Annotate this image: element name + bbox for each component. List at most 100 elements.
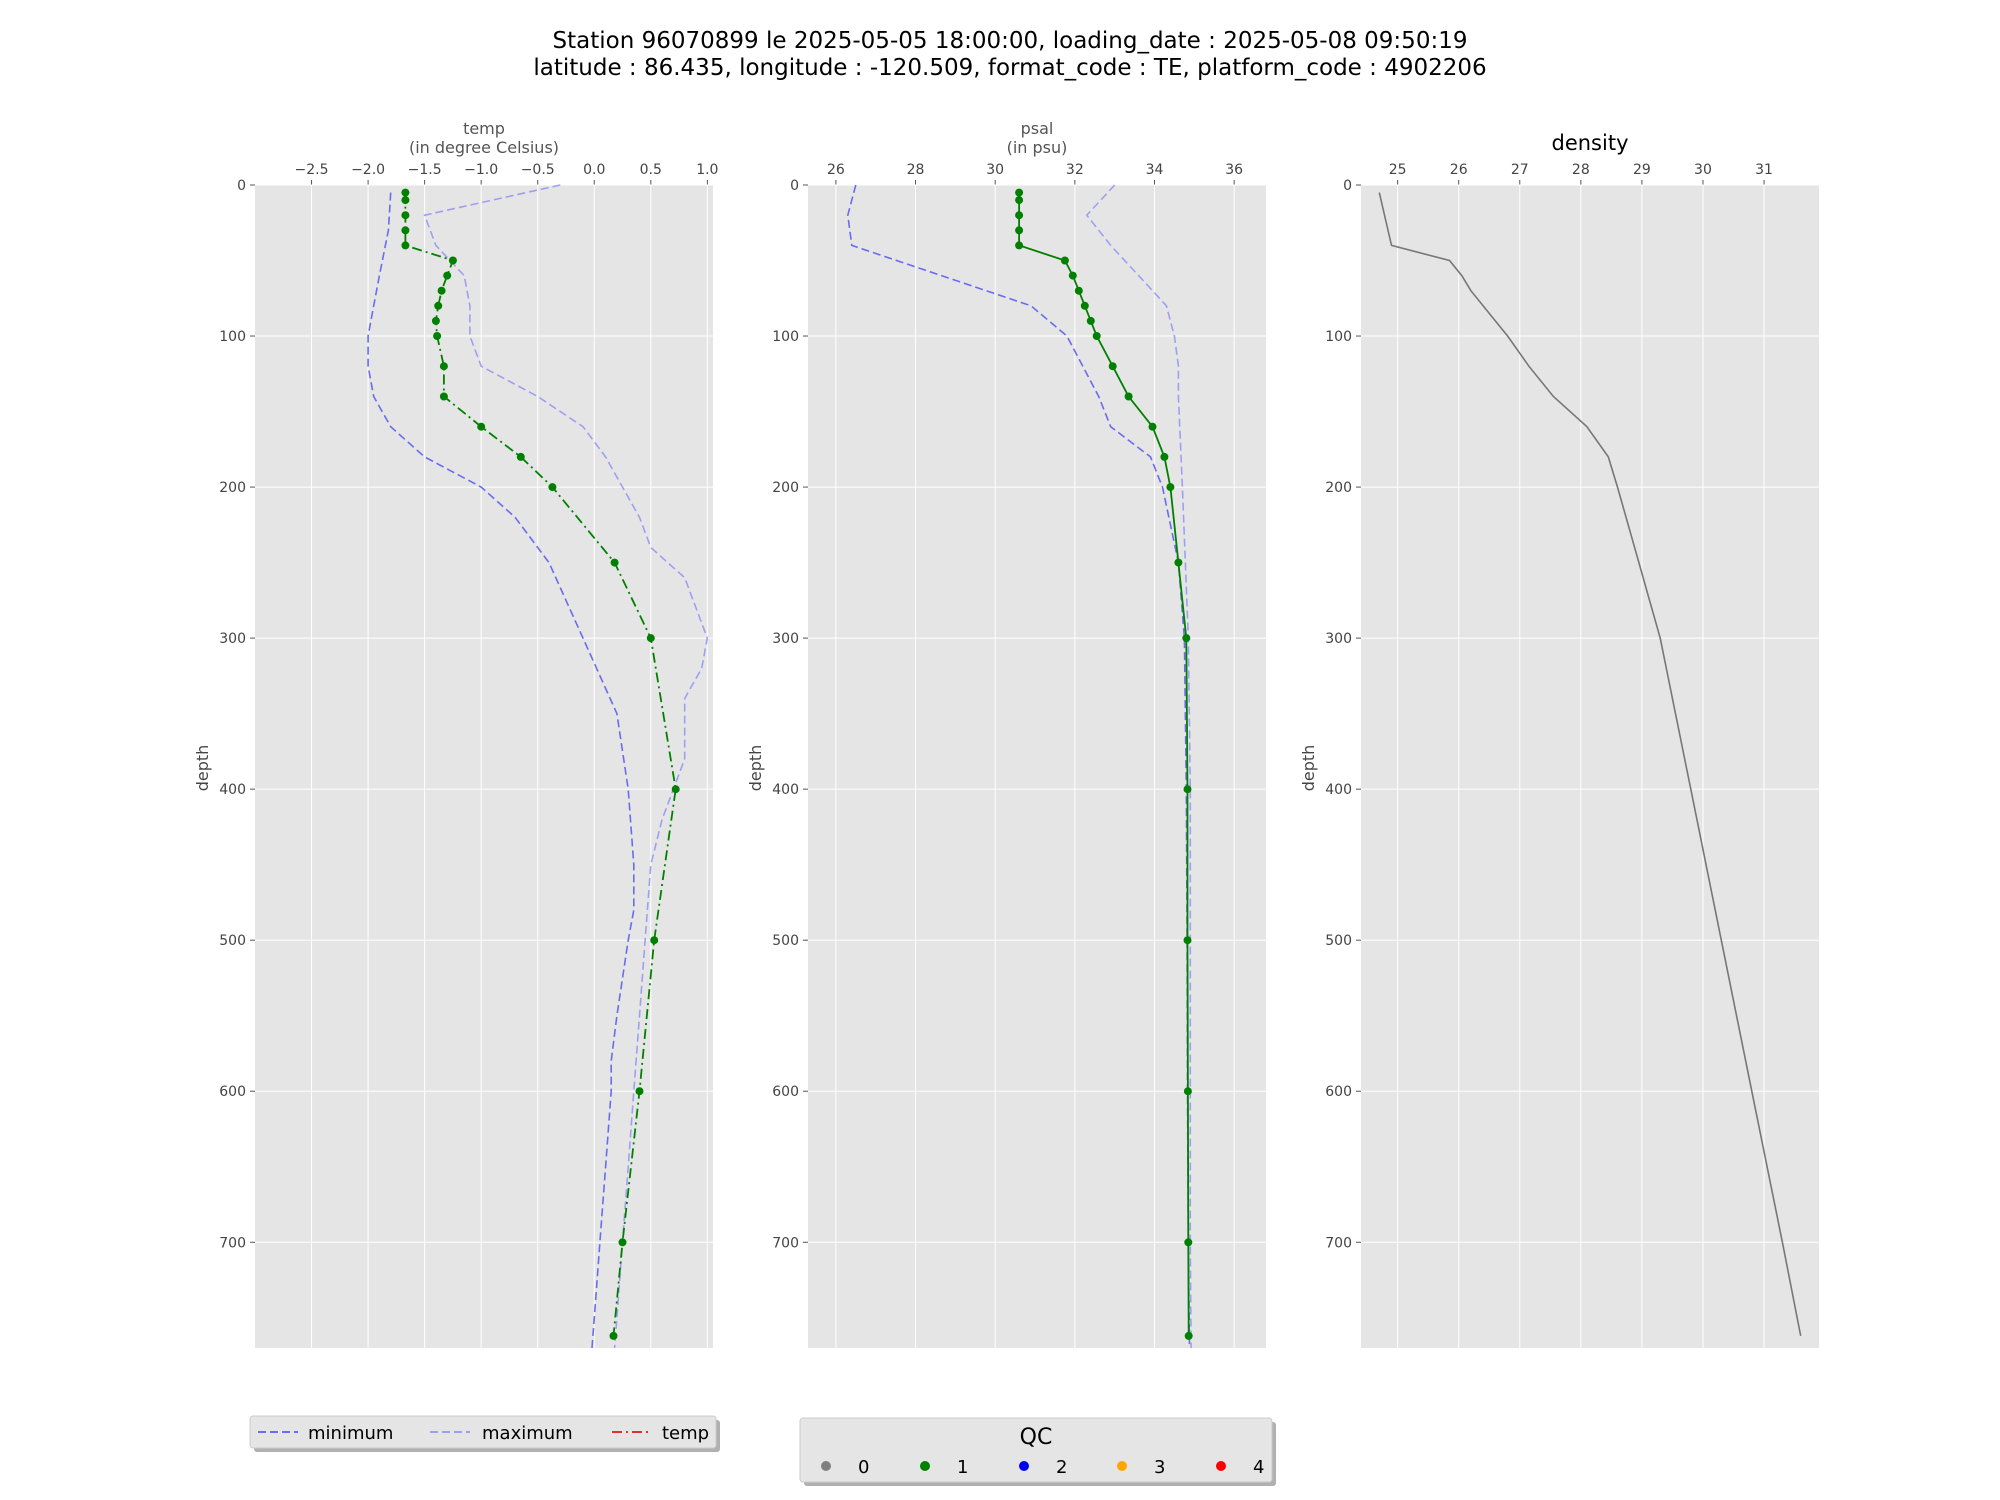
temp-temp-line: [404, 192, 677, 1336]
density-x-tick-label: 29: [1633, 162, 1651, 178]
psal-data-point: [1015, 241, 1024, 250]
temp-data-point: [635, 1087, 644, 1096]
density-panel-title: density: [1552, 131, 1629, 155]
legend-qc-box: [799, 1417, 1273, 1483]
psal-x-tick-label: 32: [1066, 162, 1084, 178]
legend-qc-1-marker: [920, 1461, 930, 1471]
psal-plot-area: [808, 185, 1266, 1348]
legend-qc-2-label: 2: [1056, 1457, 1067, 1478]
psal-data-point: [1184, 1331, 1193, 1340]
legend-qc-3-label: 3: [1154, 1457, 1165, 1478]
temp-data-point: [610, 558, 619, 567]
psal-data-point: [1183, 1087, 1192, 1096]
temp-y-tick-label: 200: [219, 480, 246, 496]
psal-data-point: [1092, 332, 1101, 340]
psal-data-point: [1060, 256, 1069, 265]
density-x-tick-label: 25: [1389, 162, 1407, 178]
psal-data-point: [1015, 196, 1024, 205]
temp-data-point: [401, 241, 410, 250]
legend-qc-4-marker: [1216, 1461, 1226, 1471]
psal-data-point: [1015, 188, 1024, 197]
density-x-tick-label: 28: [1572, 162, 1590, 178]
density-x-tick-label: 27: [1511, 162, 1529, 178]
temp-panel-ylabel: depth: [193, 745, 212, 792]
legend-left: minimum maximum temp: [249, 1415, 720, 1452]
psal-y-tick-label: 100: [772, 329, 799, 345]
temp-y-tick-label: 600: [219, 1084, 246, 1100]
temp-x-tick-label: 0.0: [583, 162, 605, 178]
psal-y-tick-label: 300: [772, 631, 799, 647]
legend-qc-1-label: 1: [957, 1457, 968, 1478]
psal-y-tick-label: 200: [772, 480, 799, 496]
legend-qc-4-label: 4: [1253, 1457, 1264, 1478]
figure-title-line2: latitude : 86.435, longitude : -120.509,…: [533, 55, 1486, 81]
psal-y-tick-label: 600: [772, 1084, 799, 1100]
temp-data-point: [437, 286, 446, 295]
psal-data-point: [1074, 286, 1083, 295]
legend-left-box: [249, 1415, 717, 1449]
density-y-tick-label: 0: [1343, 178, 1352, 194]
temp-data-point: [548, 483, 557, 492]
psal-data-point: [1015, 211, 1024, 220]
temp-minimum-line: [367, 192, 635, 1349]
density-panel: density depth 25 26 27 28 29 30 31 0 100 200 300 40…: [1299, 131, 1819, 1348]
temp-data-point: [439, 362, 448, 371]
density-plot-area: [1361, 185, 1819, 1348]
temp-maximum-line: [423, 184, 709, 1349]
psal-data-point: [1080, 301, 1089, 310]
psal-data-point: [1086, 316, 1095, 325]
psal-y-tick-label: 400: [772, 782, 799, 798]
psal-data-point: [1108, 362, 1117, 371]
psal-data-point: [1184, 1238, 1193, 1247]
psal-y-tick-label: 0: [790, 178, 799, 194]
temp-data-point: [609, 1331, 618, 1340]
density-y-tick-label: 600: [1325, 1084, 1352, 1100]
psal-panel-title: psal: [1021, 119, 1054, 138]
temp-x-tick-label: 0.5: [640, 162, 662, 178]
temp-x-tick-label: −1.0: [464, 162, 498, 178]
psal-data-point: [1124, 392, 1133, 401]
psal-data-point: [1068, 271, 1077, 280]
psal-data-point: [1174, 558, 1183, 567]
legend-qc-2-marker: [1019, 1461, 1029, 1471]
density-y-tick-label: 500: [1325, 933, 1352, 949]
temp-panel-title: temp: [463, 119, 505, 138]
temp-data-point: [671, 785, 680, 794]
density-panel-ylabel: depth: [1299, 745, 1318, 792]
temp-data-point: [516, 452, 525, 461]
temp-x-tick-label: −0.5: [521, 162, 555, 178]
psal-x-tick-label: 36: [1225, 162, 1243, 178]
temp-x-tick-label: −1.5: [408, 162, 442, 178]
psal-x-tick-label: 30: [986, 162, 1004, 178]
temp-data-point: [433, 332, 442, 340]
temp-panel-subtitle: (in degree Celsius): [409, 138, 559, 157]
legend-maximum-label: maximum: [482, 1423, 573, 1444]
psal-data-point: [1148, 422, 1157, 431]
legend-minimum-label: minimum: [308, 1423, 393, 1444]
temp-panel: temp (in degree Celsius) depth −2.5 −2.0 −…: [193, 119, 718, 1349]
psal-maximum-line: [1085, 184, 1192, 1349]
legend-qc: QC 0 1 2 3 4: [799, 1417, 1276, 1486]
temp-data-point: [401, 188, 410, 197]
psal-panel-subtitle: (in psu): [1007, 138, 1068, 157]
temp-data-point: [431, 316, 440, 325]
temp-y-tick-label: 500: [219, 933, 246, 949]
temp-data-point: [477, 422, 486, 431]
density-y-tick-label: 200: [1325, 480, 1352, 496]
psal-y-tick-label: 500: [772, 933, 799, 949]
legend-temp-label: temp: [662, 1423, 709, 1444]
temp-y-tick-label: 700: [219, 1235, 246, 1251]
temp-data-point: [618, 1238, 627, 1247]
temp-x-tick-label: −2.0: [351, 162, 385, 178]
psal-data-point: [1183, 936, 1192, 945]
psal-x-tick-label: 28: [907, 162, 925, 178]
temp-data-point: [646, 634, 655, 643]
psal-x-tick-label: 26: [827, 162, 845, 178]
temp-y-tick-label: 0: [237, 178, 246, 194]
temp-data-point: [434, 301, 443, 310]
temp-y-tick-label: 400: [219, 782, 246, 798]
temp-data-point: [439, 392, 448, 401]
density-x-tick-label: 26: [1450, 162, 1468, 178]
density-y-tick-label: 400: [1325, 782, 1352, 798]
